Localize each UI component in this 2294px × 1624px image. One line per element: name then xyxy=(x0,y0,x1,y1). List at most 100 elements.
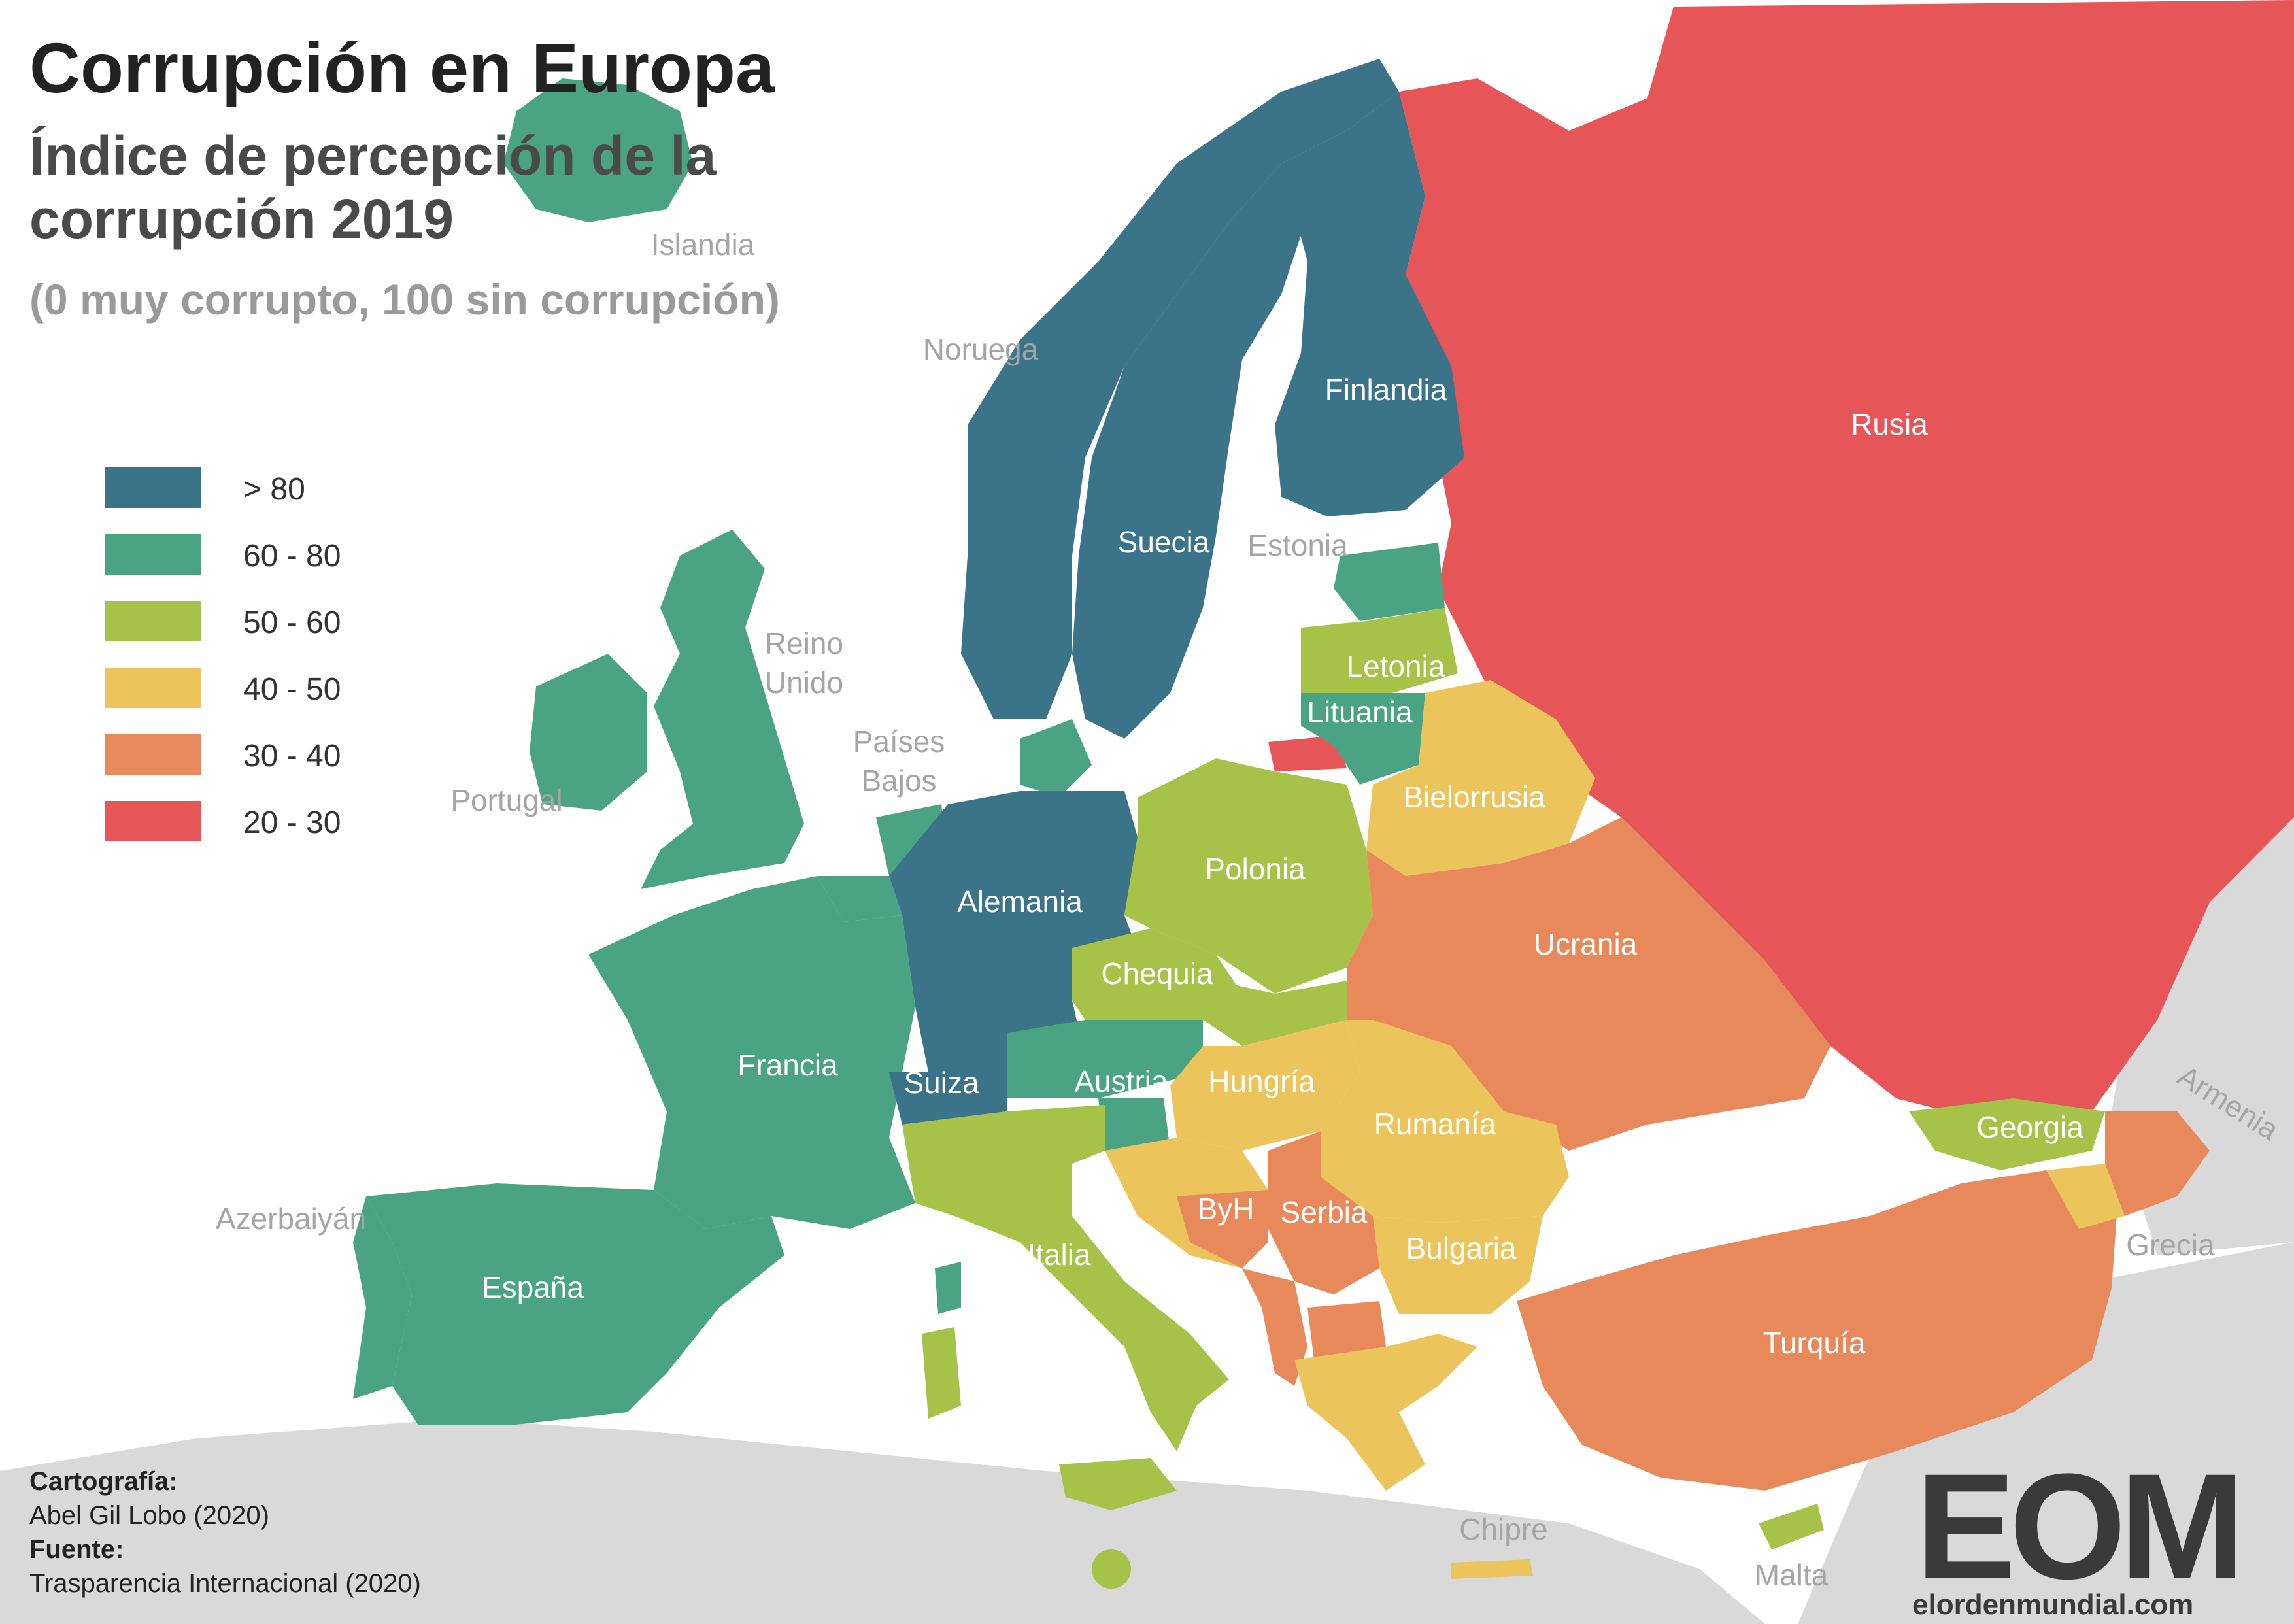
label-ucrania: Ucrania xyxy=(1534,927,1638,961)
region-finland xyxy=(1275,92,1464,516)
legend-label: 60 - 80 xyxy=(243,539,341,573)
label-bielorrusia: Bielorrusia xyxy=(1403,780,1545,814)
region-ireland xyxy=(530,654,647,811)
region-crete xyxy=(1451,1559,1533,1579)
label-finlandia: Finlandia xyxy=(1325,373,1447,407)
label-noruega: Noruega xyxy=(923,332,1039,366)
subtitle-line-2: corrupción 2019 xyxy=(29,188,454,250)
region-azerbaijan xyxy=(2105,1111,2210,1216)
label-bulgaria: Bulgaria xyxy=(1406,1231,1517,1265)
region-belarus xyxy=(1366,680,1595,876)
label-rusia: Rusia xyxy=(1851,407,1928,441)
region-iberia-spain xyxy=(366,1183,784,1425)
credits-cartography: Abel Gil Lobo (2020) xyxy=(29,1501,269,1530)
legend-item: 40 - 50 xyxy=(105,668,497,713)
region-sweden xyxy=(1072,163,1307,739)
label-paises: Países xyxy=(853,724,945,758)
credits: Cartografía: Abel Gil Lobo (2020) Fuente… xyxy=(29,1464,421,1600)
region-uk xyxy=(641,530,804,889)
region-portugal xyxy=(353,1196,412,1399)
label-francia: Francia xyxy=(737,1048,838,1082)
region-switzerland xyxy=(889,1072,1007,1125)
logo-letters: EOM xyxy=(1915,1442,2245,1610)
land-middle-east xyxy=(1798,1242,2294,1624)
legend-item: 20 - 30 xyxy=(105,801,497,847)
label-rumania: Rumanía xyxy=(1374,1107,1496,1141)
region-armenia xyxy=(2046,1164,2125,1229)
region-italy xyxy=(902,1105,1229,1451)
region-moldova xyxy=(1477,1020,1556,1125)
legend-item: > 80 xyxy=(105,467,497,513)
label-estonia: Estonia xyxy=(1247,528,1348,562)
region-norway xyxy=(961,59,1399,719)
legend-swatch xyxy=(105,534,201,575)
credits-source: Trasparencia Internacional (2020) xyxy=(29,1569,421,1598)
legend-label: 20 - 30 xyxy=(243,805,341,840)
region-greece xyxy=(1294,1334,1477,1491)
label-armenia: Grecia xyxy=(2126,1228,2215,1262)
label-grecia: Chipre xyxy=(1459,1512,1548,1546)
label-suiza: Suiza xyxy=(903,1066,979,1100)
label-bajos: Bajos xyxy=(861,764,936,798)
scale-note: (0 muy corrupto, 100 sin corrupción) xyxy=(29,275,780,324)
page-subtitle: Índice de percepción de la corrupción 20… xyxy=(29,124,879,250)
label-alemania: Alemania xyxy=(957,885,1083,919)
label-chequia: Chequia xyxy=(1101,956,1213,990)
label-serbia: Serbia xyxy=(1281,1195,1368,1229)
label-byh: ByH xyxy=(1198,1192,1255,1226)
region-serbia xyxy=(1268,1131,1379,1294)
region-corsica xyxy=(935,1262,961,1314)
region-montenegro-albania xyxy=(1242,1268,1307,1386)
region-cyprus xyxy=(1759,1504,1824,1549)
legend-label: 50 - 60 xyxy=(243,605,341,640)
legend-swatch xyxy=(105,467,201,508)
region-sardinia xyxy=(922,1327,961,1419)
logo-site: elordenmundial.com xyxy=(1912,1589,2194,1621)
legend-swatch xyxy=(105,734,201,775)
legend-label: > 80 xyxy=(243,472,305,507)
region-kaliningrad xyxy=(1268,736,1347,771)
legend-swatch xyxy=(105,668,201,708)
label-polonia: Polonia xyxy=(1205,852,1306,886)
label-hungria: Hungría xyxy=(1208,1064,1315,1098)
region-lithuania xyxy=(1301,693,1425,785)
region-czechia xyxy=(1072,928,1242,1020)
subtitle-line-1: Índice de percepción de la xyxy=(29,125,717,186)
label-unido: Unido xyxy=(765,666,843,700)
label-italia: Italia xyxy=(1027,1238,1091,1272)
legend-swatch xyxy=(105,801,201,841)
region-estonia xyxy=(1334,543,1445,621)
region-bulgaria xyxy=(1373,1216,1543,1314)
label-turquia: Turquía xyxy=(1763,1326,1866,1360)
region-georgia xyxy=(1909,1098,2105,1170)
legend-swatch xyxy=(105,601,201,641)
region-bosnia xyxy=(1177,1190,1268,1268)
region-sicily xyxy=(1059,1458,1177,1510)
region-france xyxy=(588,876,915,1229)
region-iceland xyxy=(503,78,693,222)
region-poland xyxy=(1124,758,1373,994)
land-north-africa xyxy=(0,1419,1765,1624)
region-russia xyxy=(1399,0,2294,1111)
legend-item: 50 - 60 xyxy=(105,601,497,647)
region-denmark xyxy=(1020,719,1092,798)
label-espana: España xyxy=(482,1270,584,1304)
region-turkey xyxy=(1517,1170,2118,1491)
label-austria: Austria xyxy=(1074,1064,1168,1098)
legend-item: 60 - 80 xyxy=(105,534,497,580)
region-slovenia xyxy=(1098,1098,1170,1151)
region-romania xyxy=(1321,1020,1569,1223)
region-austria xyxy=(1007,1020,1203,1098)
label-lituania: Lituania xyxy=(1307,695,1413,729)
region-hungary xyxy=(1170,1020,1360,1151)
region-malta xyxy=(1092,1549,1131,1589)
region-ukraine xyxy=(1347,817,1830,1151)
region-germany xyxy=(889,791,1144,1072)
label-letonia: Letonia xyxy=(1347,649,1445,683)
region-belgium xyxy=(817,876,902,922)
label-islandia: Islandia xyxy=(651,228,755,262)
label-georgia: Georgia xyxy=(1976,1110,2083,1144)
label-irlanda: Portugal xyxy=(450,783,562,817)
page-title: Corrupción en Europa xyxy=(29,28,775,107)
